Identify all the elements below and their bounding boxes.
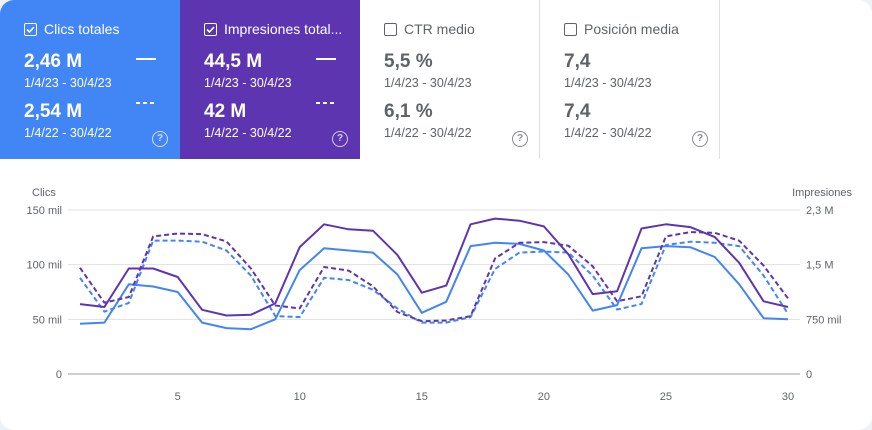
metric-range-previous: 1/4/22 - 30/4/22: [564, 126, 652, 140]
solid-line-legend-icon: [136, 58, 156, 60]
y-left-tick-label: 0: [56, 369, 62, 381]
metric-range-current: 1/4/23 - 30/4/23: [564, 76, 652, 90]
metric-tiles: Clics totales 2,46 M 1/4/23 - 30/4/23 2,…: [0, 0, 720, 159]
checkbox-checked-icon[interactable]: [204, 22, 217, 36]
dashed-line-legend-icon: [136, 102, 156, 104]
metric-header: CTR medio: [384, 20, 539, 38]
metric-label: Clics totales: [44, 21, 120, 37]
metric-tile-ctr[interactable]: CTR medio 5,5 % 1/4/23 - 30/4/23 6,1 % 1…: [360, 0, 540, 159]
metric-range-previous: 1/4/22 - 30/4/22: [24, 126, 112, 140]
series-line-clicks-dashed: [79, 239, 789, 324]
x-tick-label: 5: [175, 391, 181, 403]
help-icon[interactable]: ?: [152, 131, 168, 147]
y-right-tick-label: 2,3 M: [806, 205, 834, 217]
metric-label: Posición media: [584, 21, 679, 37]
metric-value-previous: 2,54 M: [24, 101, 83, 122]
series-line-clicks-solid: [79, 241, 789, 331]
metric-value-current: 5,5 %: [384, 51, 433, 72]
metric-label: Impresiones total...: [224, 21, 343, 37]
metric-value-current: 7,4: [564, 51, 591, 72]
metric-value-previous: 7,4: [564, 101, 591, 122]
metric-value-current: 44,5 M: [204, 51, 263, 72]
metric-header: Posición media: [564, 20, 719, 38]
metric-range-previous: 1/4/22 - 30/4/22: [384, 126, 472, 140]
x-tick-label: 30: [782, 391, 794, 403]
metric-tile-clicks[interactable]: Clics totales 2,46 M 1/4/23 - 30/4/23 2,…: [0, 0, 180, 159]
metric-value-current: 2,46 M: [24, 51, 83, 72]
help-icon[interactable]: ?: [332, 131, 348, 147]
checkbox-checked-icon[interactable]: [24, 22, 37, 36]
metric-label: CTR medio: [404, 21, 475, 37]
checkbox-unchecked-icon[interactable]: [384, 22, 397, 36]
y-left-tick-label: 50 mil: [33, 314, 62, 326]
solid-line-legend-icon: [316, 58, 336, 60]
dashed-line-legend-icon: [316, 102, 336, 104]
y-right-tick-label: 1,5 M: [806, 260, 834, 272]
x-tick-label: 10: [294, 391, 306, 403]
metric-tile-impressions[interactable]: Impresiones total... 44,5 M 1/4/23 - 30/…: [180, 0, 360, 159]
y-axis-right-label: Impresiones: [792, 187, 852, 199]
metric-value-previous: 6,1 %: [384, 101, 433, 122]
x-tick-label: 25: [660, 391, 672, 403]
help-icon[interactable]: ?: [512, 131, 528, 147]
metric-value-previous: 42 M: [204, 101, 247, 122]
y-left-tick-label: 150 mil: [27, 205, 62, 217]
metric-tile-position[interactable]: Posición media 7,4 1/4/23 - 30/4/23 7,4 …: [540, 0, 720, 159]
checkbox-unchecked-icon[interactable]: [564, 22, 577, 36]
x-tick-label: 15: [416, 391, 428, 403]
y-right-tick-label: 0: [806, 369, 812, 381]
x-tick-label: 20: [538, 391, 550, 403]
metric-range-current: 1/4/23 - 30/4/23: [24, 76, 112, 90]
series-line-impressions-dashed: [79, 231, 789, 323]
metric-range-current: 1/4/23 - 30/4/23: [384, 76, 472, 90]
help-icon[interactable]: ?: [692, 131, 708, 147]
series-line-impressions-solid: [79, 217, 789, 317]
metric-range-previous: 1/4/22 - 30/4/22: [204, 126, 292, 140]
y-right-tick-label: 750 mil: [806, 314, 841, 326]
performance-line-chart: Clics Impresiones 0 50 mil 100 mil 150 mil 0…: [27, 187, 853, 403]
y-left-tick-label: 100 mil: [27, 260, 62, 272]
metric-header: Impresiones total...: [204, 20, 360, 38]
metric-header: Clics totales: [24, 20, 180, 38]
y-axis-left-label: Clics: [32, 187, 56, 199]
metric-range-current: 1/4/23 - 30/4/23: [204, 76, 292, 90]
